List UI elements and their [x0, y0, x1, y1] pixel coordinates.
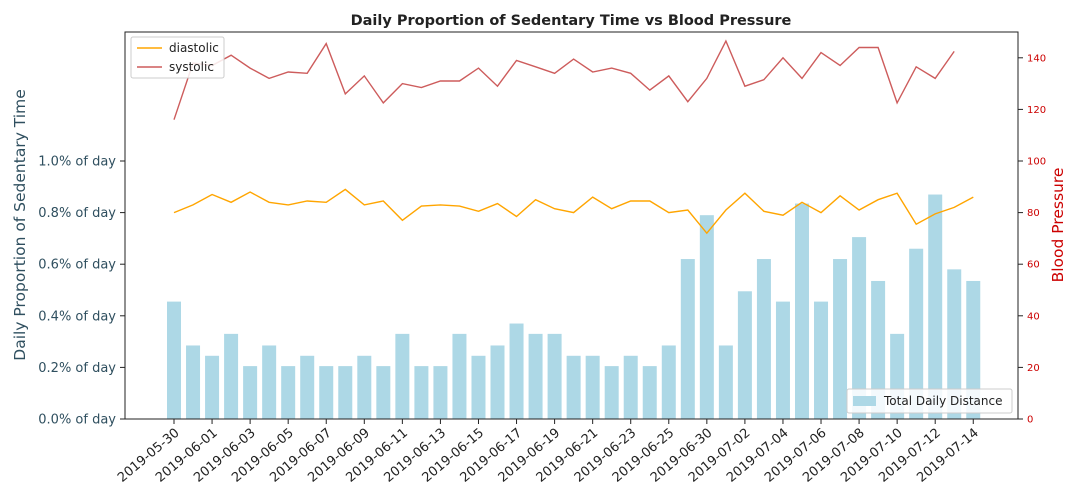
x-axis: 2019-05-302019-06-012019-06-032019-06-05… — [115, 419, 982, 486]
bar-23 — [604, 366, 619, 419]
bar-2 — [205, 355, 220, 419]
bar-39 — [909, 248, 924, 419]
line-legend: diastolic systolic — [130, 36, 225, 79]
line-diastolic — [173, 188, 974, 235]
bar-16 — [471, 355, 486, 419]
bar-18 — [509, 323, 524, 419]
chart-title: Daily Proportion of Sedentary Time vs Bl… — [351, 13, 792, 29]
bar-legend-box — [846, 388, 1013, 414]
right-tick-label-4: 80 — [1027, 208, 1040, 219]
bar-29 — [718, 345, 733, 419]
bar-10 — [357, 355, 372, 419]
bar-40 — [928, 194, 943, 419]
bar-15 — [452, 333, 467, 419]
bar-4 — [243, 366, 258, 419]
bar-12 — [395, 333, 410, 419]
bar-36 — [852, 237, 867, 419]
right-axis: 0 20 40 60 80 100 120 140 — [1018, 53, 1046, 426]
bar-26 — [661, 345, 676, 419]
bar-3 — [224, 333, 239, 419]
bars-layer — [167, 194, 981, 419]
bar-22 — [585, 355, 600, 419]
right-axis-label: Blood Pressure — [1049, 168, 1067, 283]
left-tick-label-4: 0.8% of day — [38, 206, 116, 221]
right-tick-label-7: 140 — [1027, 53, 1046, 64]
bar-legend: Total Daily Distance — [846, 388, 1013, 414]
legend-label-systolic: systolic — [169, 60, 214, 74]
bar-33 — [794, 203, 809, 419]
bar-17 — [490, 345, 505, 419]
plot-frame — [124, 31, 1019, 420]
lines-layer — [173, 39, 974, 235]
bar-19 — [528, 333, 543, 419]
legend-swatch-distance — [853, 396, 876, 406]
bar-35 — [833, 259, 848, 419]
legend-label-distance: Total Daily Distance — [883, 394, 1003, 408]
right-tick-label-3: 60 — [1027, 260, 1040, 271]
bar-8 — [319, 366, 334, 419]
bar-21 — [566, 355, 581, 419]
bar-14 — [433, 366, 448, 419]
right-tick-label-1: 20 — [1027, 363, 1040, 374]
bar-13 — [414, 366, 429, 419]
left-tick-label-5: 1.0% of day — [38, 155, 116, 170]
bar-37 — [871, 280, 886, 419]
bar-24 — [623, 355, 638, 419]
bar-25 — [642, 366, 657, 419]
left-axis: 0.0% of day 0.2% of day 0.4% of day 0.6% of… — [38, 155, 125, 428]
bar-42 — [966, 280, 981, 419]
bar-20 — [547, 333, 562, 419]
left-tick-label-3: 0.6% of day — [38, 258, 116, 273]
right-tick-label-6: 120 — [1027, 105, 1046, 116]
bar-9 — [338, 366, 353, 419]
bar-11 — [376, 366, 391, 419]
bar-32 — [775, 301, 790, 419]
bar-7 — [300, 355, 315, 419]
bar-0 — [167, 301, 181, 419]
left-tick-label-2: 0.4% of day — [38, 309, 116, 324]
right-tick-label-5: 100 — [1027, 157, 1046, 168]
left-tick-label-0: 0.0% of day — [38, 413, 116, 428]
bar-1 — [186, 345, 201, 419]
bar-5 — [262, 345, 277, 419]
right-tick-label-0: 0 — [1027, 415, 1033, 426]
bar-27 — [680, 259, 695, 419]
right-tick-label-2: 40 — [1027, 311, 1040, 322]
bar-6 — [281, 366, 296, 419]
left-axis-label: Daily Proportion of Sedentary Time — [11, 89, 29, 360]
bar-28 — [699, 215, 714, 419]
bar-31 — [756, 259, 771, 419]
bar-41 — [947, 269, 962, 419]
bar-30 — [737, 291, 752, 419]
bar-34 — [814, 301, 829, 419]
legend-label-diastolic: diastolic — [169, 41, 219, 55]
line-systolic — [173, 39, 955, 120]
left-tick-label-1: 0.2% of day — [38, 361, 116, 376]
